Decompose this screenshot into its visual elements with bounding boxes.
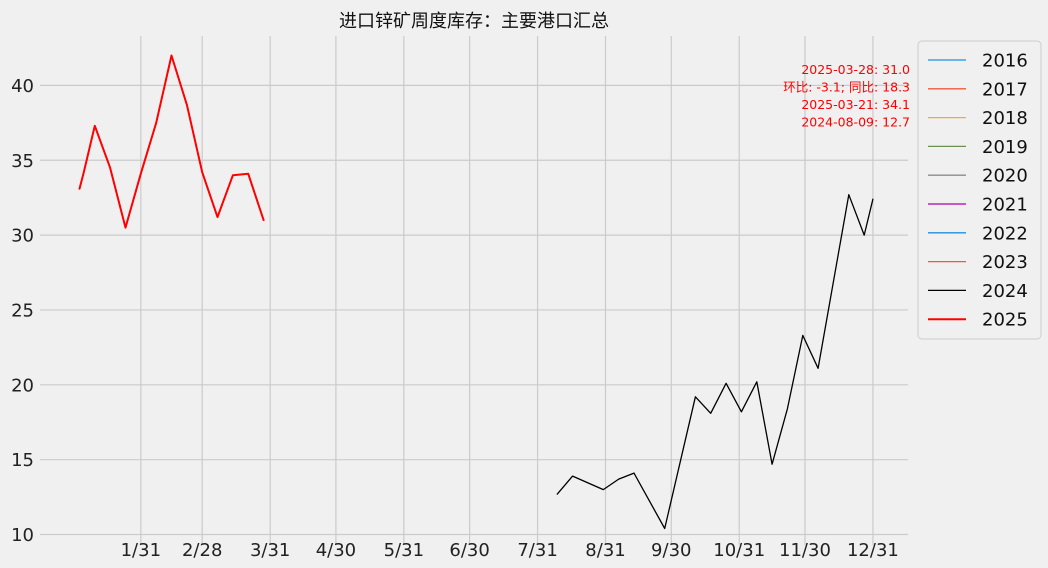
x-tick-label: 2/28 [182, 540, 222, 561]
x-tick-label: 7/31 [517, 540, 557, 561]
x-tick-label: 9/30 [651, 540, 691, 561]
legend-label-2024: 2024 [982, 281, 1028, 302]
y-tick-label: 15 [11, 450, 34, 471]
annotation-line: 2025-03-21: 34.1 [801, 97, 910, 112]
legend-label-2019: 2019 [982, 137, 1028, 158]
x-tick-label: 11/30 [779, 540, 831, 561]
grid [40, 36, 908, 545]
legend-label-2018: 2018 [982, 108, 1028, 129]
x-tick-label: 1/31 [121, 540, 161, 561]
y-tick-label: 10 [11, 525, 34, 546]
x-tick-label: 8/31 [585, 540, 625, 561]
y-tick-label: 30 [11, 226, 34, 247]
x-axis-ticks: 1/31 2/28 3/31 4/30 5/31 6/30 7/31 8/31 9/30 10/3… [121, 540, 899, 561]
annotation-line: 环比: -3.1; 同比: 18.3 [783, 80, 910, 95]
series-line-2025 [78, 54, 265, 229]
legend: 2016 2017 2018 2019 2020 2021 2022 2023 2024 2025 [917, 40, 1042, 340]
x-tick-label: 4/30 [316, 540, 356, 561]
legend-label-2020: 2020 [982, 166, 1028, 187]
y-axis-ticks: 10 15 20 25 30 35 40 [11, 76, 34, 546]
x-tick-label: 6/30 [449, 540, 489, 561]
x-tick-label: 12/31 [847, 540, 899, 561]
series-line-2024 [556, 194, 874, 530]
y-tick-label: 40 [11, 76, 34, 97]
y-tick-label: 35 [11, 151, 34, 172]
chart-title: 进口锌矿周度库存：主要港口汇总 [339, 11, 609, 32]
x-tick-label: 10/31 [713, 540, 765, 561]
legend-label-2025: 2025 [982, 310, 1028, 331]
legend-label-2016: 2016 [982, 51, 1028, 72]
x-tick-label: 3/31 [250, 540, 290, 561]
series-lines [78, 54, 874, 530]
y-tick-label: 20 [11, 375, 34, 396]
annotation-line: 2025-03-28: 31.0 [801, 62, 910, 77]
y-tick-label: 25 [11, 300, 34, 321]
legend-label-2023: 2023 [982, 252, 1028, 273]
legend-frame [917, 40, 1042, 340]
legend-label-2022: 2022 [982, 223, 1028, 244]
annotation: 2025-03-28: 31.0 环比: -3.1; 同比: 18.3 2025-0… [783, 62, 910, 130]
legend-label-2017: 2017 [982, 79, 1028, 100]
x-tick-label: 5/31 [384, 540, 424, 561]
annotation-line: 2024-08-09: 12.7 [801, 115, 910, 130]
legend-label-2021: 2021 [982, 195, 1028, 216]
